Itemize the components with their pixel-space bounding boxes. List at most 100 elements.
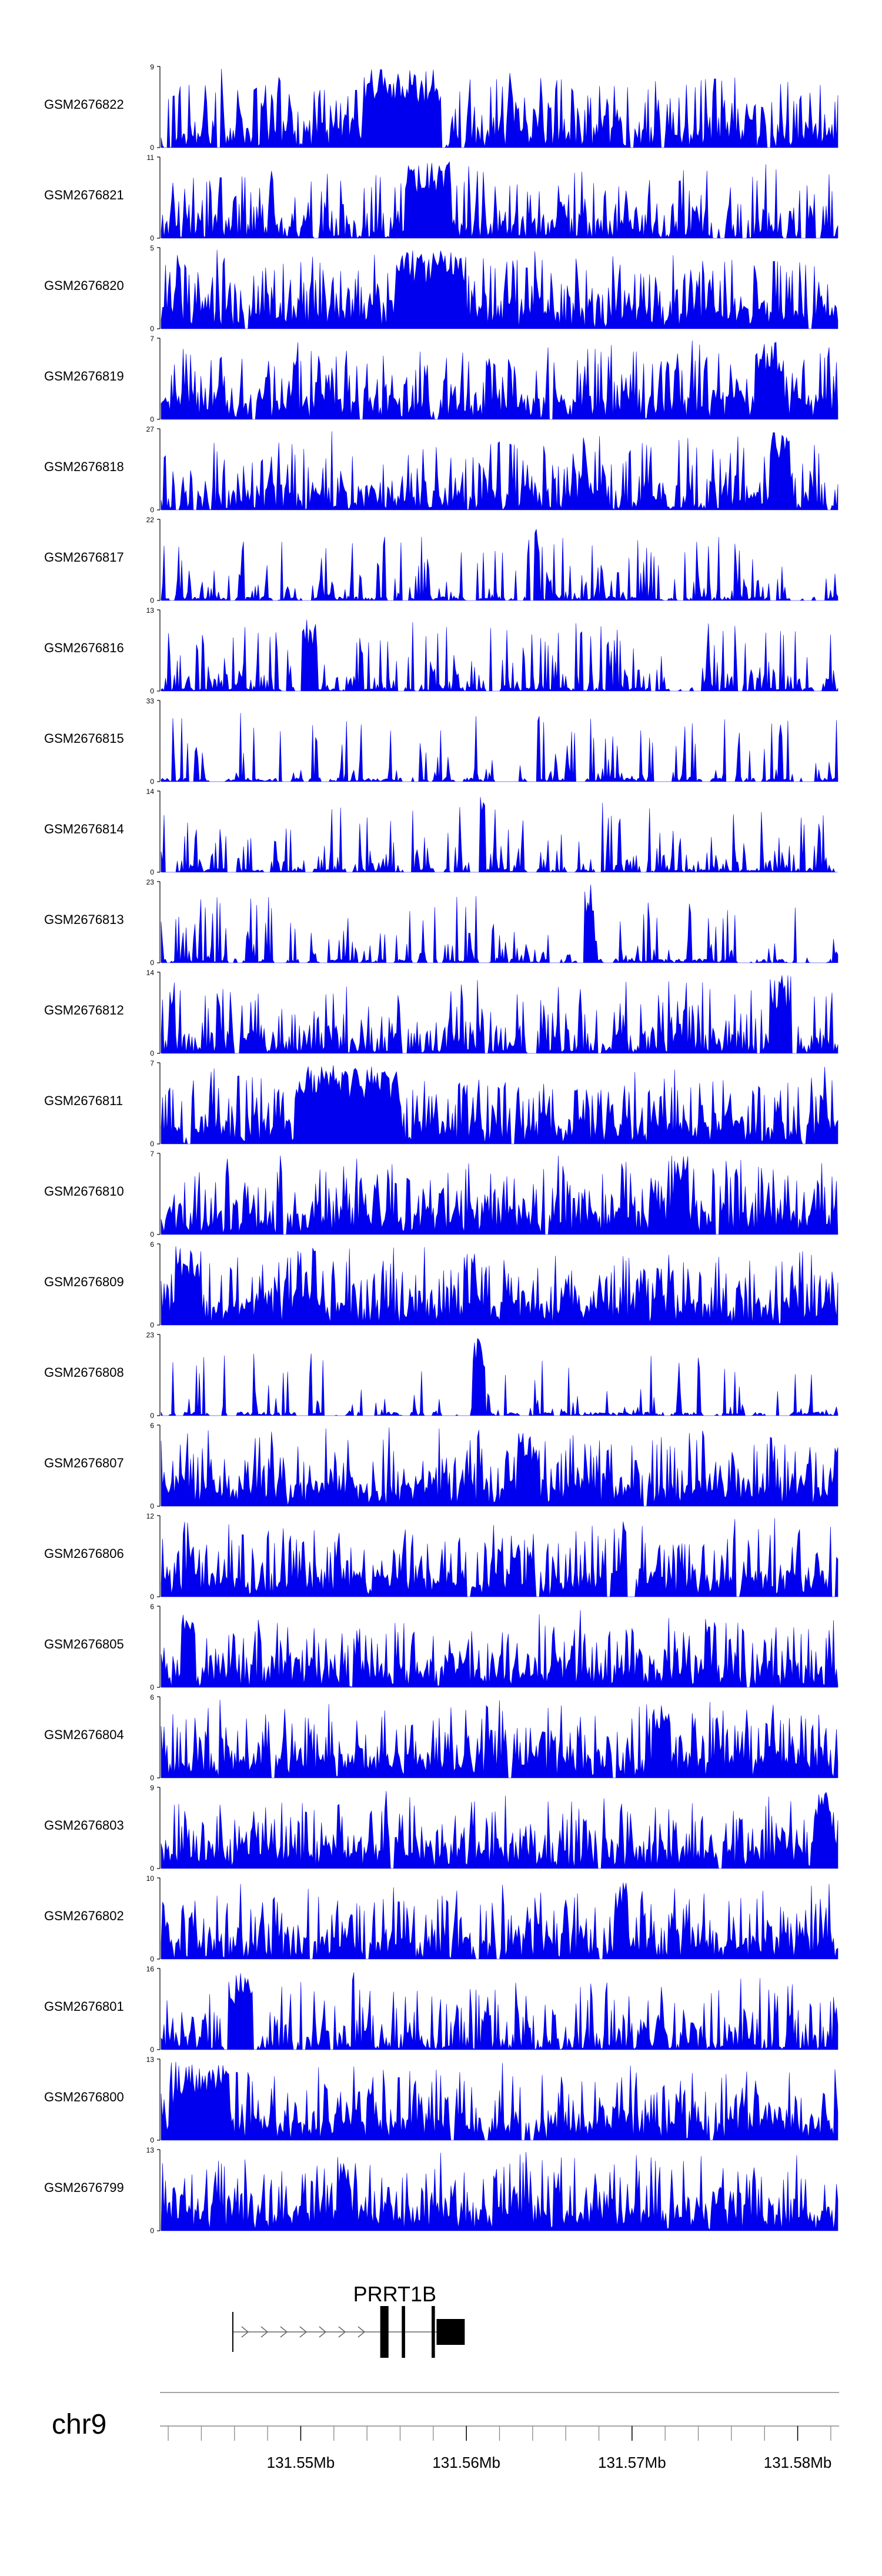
track-label: GSM2676818 — [44, 459, 124, 474]
track-GSM2676809: GSM2676809 6 0 — [44, 1240, 838, 1329]
coverage-signal — [161, 1246, 838, 1326]
track-GSM2676822: GSM2676822 9 0 — [44, 63, 838, 152]
track-label: GSM2676808 — [44, 1365, 124, 1380]
y-max-label: 13 — [146, 606, 155, 615]
strand-arrow — [299, 2326, 308, 2338]
y-min-label: 0 — [150, 415, 154, 423]
axis-tick-label: 131.58Mb — [764, 2454, 832, 2471]
track-GSM2676807: GSM2676807 6 0 — [44, 1422, 838, 1510]
axis-tick-label: 131.56Mb — [432, 2454, 500, 2471]
coverage-signal — [161, 249, 838, 329]
y-min-label: 0 — [150, 596, 154, 605]
y-max-label: 6 — [150, 1603, 154, 1611]
track-label: GSM2676799 — [44, 2180, 124, 2195]
y-min-label: 0 — [150, 2136, 154, 2144]
track-label: GSM2676822 — [44, 97, 124, 112]
y-min-label: 0 — [150, 1502, 154, 1510]
y-min-label: 0 — [150, 325, 154, 333]
track-label: GSM2676820 — [44, 278, 124, 293]
y-max-label: 9 — [150, 63, 154, 71]
track-label: GSM2676805 — [44, 1637, 124, 1651]
track-GSM2676800: GSM2676800 13 0 — [44, 2056, 838, 2144]
coverage-signal — [161, 1065, 838, 1144]
track-GSM2676814: GSM2676814 14 0 — [44, 788, 838, 876]
coverage-signal — [161, 1883, 838, 1960]
y-max-label: 10 — [146, 1874, 155, 1883]
coverage-signal — [161, 161, 838, 239]
track-GSM2676821: GSM2676821 11 0 — [44, 154, 838, 242]
exon — [380, 2306, 389, 2358]
track-GSM2676804: GSM2676804 6 0 — [44, 1693, 838, 1782]
y-min-label: 0 — [150, 144, 154, 152]
strand-arrow — [260, 2326, 269, 2338]
coverage-signal — [161, 1610, 838, 1688]
track-GSM2676802: GSM2676802 10 0 — [44, 1874, 838, 1963]
track-label: GSM2676821 — [44, 188, 124, 202]
strand-arrow — [319, 2326, 327, 2338]
track-GSM2676816: GSM2676816 13 0 — [44, 606, 838, 695]
coverage-signal — [161, 529, 838, 601]
chromosome-axis: chr9 131.55Mb 131.56Mb 131.57Mb 131.58Mb — [52, 2392, 839, 2471]
y-max-label: 13 — [146, 2146, 155, 2154]
gene-annotation-track: PRRT1B — [232, 2282, 465, 2358]
coverage-signal — [161, 713, 838, 782]
y-max-label: 33 — [146, 697, 155, 705]
track-label: GSM2676802 — [44, 1908, 124, 1923]
track-label: GSM2676806 — [44, 1546, 124, 1561]
axis-tick-label: 131.55Mb — [267, 2454, 335, 2471]
coverage-signal — [161, 431, 838, 510]
y-max-label: 7 — [150, 1150, 154, 1158]
coverage-signal — [161, 2061, 838, 2141]
y-min-label: 0 — [150, 1955, 154, 1963]
track-label: GSM2676812 — [44, 1003, 124, 1017]
strand-arrow — [338, 2326, 346, 2338]
track-GSM2676812: GSM2676812 14 0 — [44, 969, 838, 1057]
y-min-label: 0 — [150, 1321, 154, 1329]
y-min-label: 0 — [150, 506, 154, 514]
y-min-label: 0 — [150, 1230, 154, 1239]
coverage-signal — [161, 975, 838, 1054]
coverage-signal — [161, 619, 838, 692]
y-min-label: 0 — [150, 1412, 154, 1420]
exon — [436, 2319, 465, 2345]
y-max-label: 13 — [146, 2056, 155, 2064]
strand-arrow — [241, 2326, 249, 2338]
coverage-signal — [161, 1699, 838, 1778]
coverage-signal — [161, 1518, 838, 1597]
coverage-signal — [161, 1972, 838, 2050]
track-GSM2676799: GSM2676799 13 0 — [44, 2146, 838, 2235]
y-max-label: 9 — [150, 1784, 154, 1792]
track-label: GSM2676803 — [44, 1818, 124, 1833]
track-GSM2676813: GSM2676813 23 0 — [44, 878, 838, 967]
track-label: GSM2676816 — [44, 640, 124, 655]
y-max-label: 14 — [146, 788, 155, 796]
coverage-signal — [161, 2151, 838, 2231]
exon — [432, 2306, 435, 2358]
y-min-label: 0 — [150, 1593, 154, 1601]
y-max-label: 5 — [150, 244, 154, 252]
chromosome-label: chr9 — [52, 2409, 106, 2440]
track-GSM2676803: GSM2676803 9 0 — [44, 1784, 838, 1873]
track-label: GSM2676815 — [44, 731, 124, 746]
track-GSM2676811: GSM2676811 7 0 — [44, 1059, 838, 1148]
y-max-label: 7 — [150, 335, 154, 343]
y-min-label: 0 — [150, 868, 154, 876]
y-max-label: 11 — [147, 154, 155, 162]
track-GSM2676805: GSM2676805 6 0 — [44, 1603, 838, 1691]
strand-arrow — [358, 2326, 366, 2338]
y-min-label: 0 — [150, 1049, 154, 1057]
y-min-label: 0 — [150, 234, 154, 242]
y-max-label: 23 — [146, 878, 155, 886]
coverage-signal — [161, 1427, 838, 1507]
track-label: GSM2676811 — [44, 1093, 123, 1108]
track-label: GSM2676810 — [44, 1184, 124, 1199]
coverage-signal — [161, 1155, 838, 1235]
gene-label: PRRT1B — [353, 2282, 436, 2306]
axis-tick-label: 131.57Mb — [598, 2454, 666, 2471]
coverage-signal — [161, 884, 838, 963]
track-label: GSM2676800 — [44, 2090, 124, 2104]
track-label: GSM2676807 — [44, 1456, 124, 1470]
track-GSM2676818: GSM2676818 27 0 — [44, 425, 838, 514]
y-min-label: 0 — [150, 2046, 154, 2054]
track-GSM2676801: GSM2676801 16 0 — [44, 1965, 838, 2054]
